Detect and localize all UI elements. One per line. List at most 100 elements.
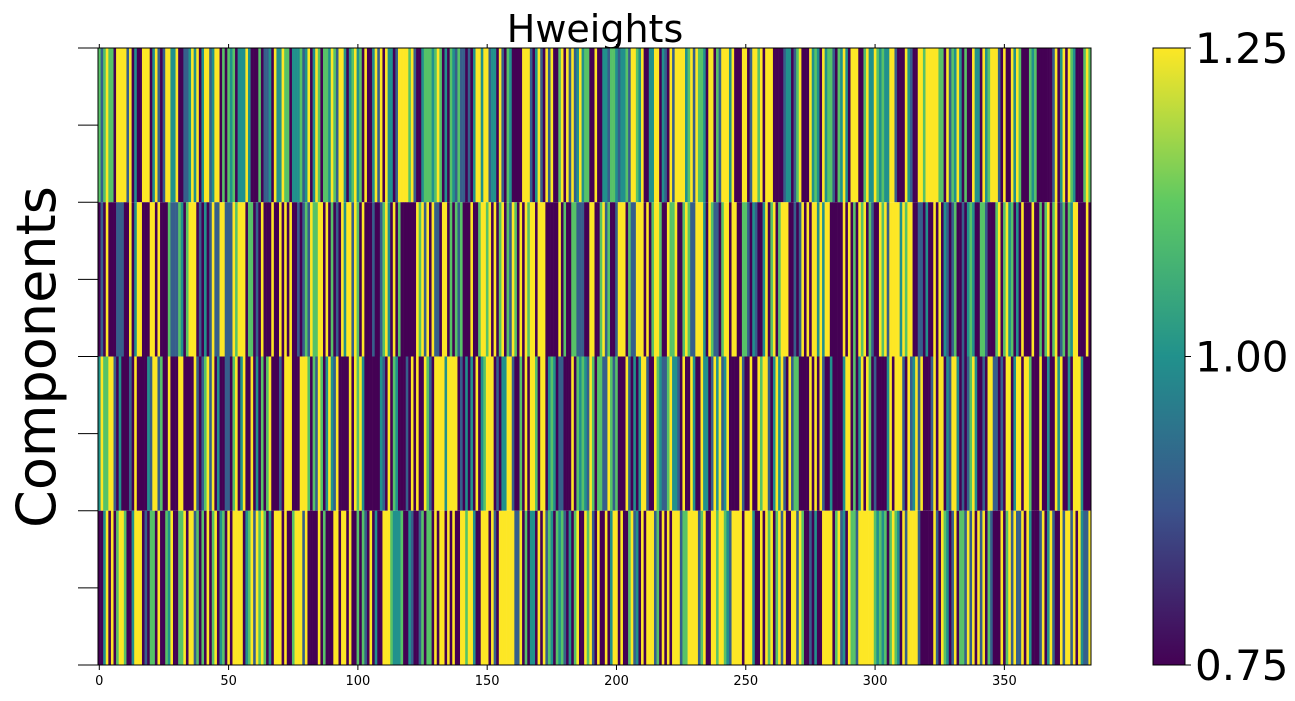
heatmap-cell bbox=[524, 356, 528, 511]
heatmap-cell bbox=[310, 202, 313, 357]
heatmap-cell bbox=[485, 202, 489, 357]
heatmap-cell bbox=[997, 48, 1001, 203]
heatmap-cell bbox=[421, 202, 425, 357]
heatmap-cell bbox=[113, 510, 117, 665]
heatmap-cell bbox=[930, 48, 934, 203]
heatmap-cell bbox=[749, 510, 753, 665]
heatmap-cell bbox=[222, 202, 226, 357]
heatmap-cell bbox=[462, 356, 466, 511]
heatmap-cell bbox=[837, 510, 841, 665]
heatmap-cell bbox=[328, 202, 332, 357]
heatmap-cell bbox=[1000, 202, 1004, 357]
heatmap-cell bbox=[126, 356, 130, 511]
heatmap-cell bbox=[509, 48, 513, 203]
heatmap-cell bbox=[506, 48, 510, 203]
heatmap-cell bbox=[452, 202, 456, 357]
heatmap-cell bbox=[403, 510, 407, 665]
heatmap-cell bbox=[972, 510, 975, 665]
heatmap-cell bbox=[447, 48, 450, 203]
heatmap-cell bbox=[266, 356, 269, 511]
heatmap-cell bbox=[121, 356, 125, 511]
heatmap-cell bbox=[610, 202, 613, 357]
heatmap-cell bbox=[426, 510, 430, 665]
heatmap-cell bbox=[659, 356, 663, 511]
heatmap-cell bbox=[540, 48, 544, 203]
heatmap-cell bbox=[408, 48, 412, 203]
heatmap-cell bbox=[170, 356, 174, 511]
heatmap-cell bbox=[1057, 48, 1061, 203]
heatmap-cell bbox=[785, 356, 789, 511]
heatmap-cell bbox=[597, 202, 600, 357]
heatmap-cell bbox=[431, 510, 435, 665]
heatmap-cell bbox=[460, 48, 463, 203]
heatmap-cell bbox=[1016, 356, 1019, 511]
heatmap-cell bbox=[444, 202, 448, 357]
heatmap-cell bbox=[705, 48, 709, 203]
heatmap-cell bbox=[354, 510, 357, 665]
heatmap-cell bbox=[661, 202, 665, 357]
heatmap-cell bbox=[997, 356, 1001, 511]
x-tick-label: 100 bbox=[345, 674, 370, 689]
heatmap-cell bbox=[268, 356, 272, 511]
heatmap-cell bbox=[584, 48, 588, 203]
heatmap-cell bbox=[995, 48, 999, 203]
heatmap-cell bbox=[139, 510, 143, 665]
heatmap-cell bbox=[204, 510, 207, 665]
heatmap-cell bbox=[690, 48, 694, 203]
heatmap-cell bbox=[98, 48, 101, 203]
heatmap-cell bbox=[827, 48, 831, 203]
heatmap-cell bbox=[602, 510, 606, 665]
heatmap-cell bbox=[1041, 356, 1045, 511]
heatmap-cell bbox=[803, 510, 807, 665]
heatmap-cell bbox=[995, 510, 999, 665]
heatmap-cell bbox=[915, 510, 919, 665]
heatmap-cell bbox=[467, 356, 471, 511]
heatmap-cell bbox=[741, 510, 745, 665]
heatmap-cell bbox=[139, 202, 143, 357]
heatmap-cell bbox=[837, 356, 841, 511]
heatmap-cell bbox=[760, 356, 763, 511]
heatmap-cell bbox=[982, 48, 986, 203]
heatmap-cell bbox=[154, 48, 158, 203]
heatmap-cell bbox=[328, 510, 332, 665]
heatmap-cell bbox=[240, 202, 244, 357]
heatmap-cell bbox=[444, 356, 448, 511]
heatmap-cell bbox=[250, 202, 254, 357]
heatmap-cell bbox=[390, 202, 394, 357]
heatmap-cell bbox=[933, 202, 937, 357]
heatmap-cell bbox=[1005, 202, 1009, 357]
heatmap-cell bbox=[997, 510, 1001, 665]
heatmap-cell bbox=[172, 202, 176, 357]
heatmap-cell bbox=[452, 510, 456, 665]
heatmap-cell bbox=[894, 356, 898, 511]
heatmap-cell bbox=[607, 48, 611, 203]
heatmap-cell bbox=[214, 202, 218, 357]
heatmap-cell bbox=[516, 356, 520, 511]
heatmap-cell bbox=[206, 356, 210, 511]
heatmap-cell bbox=[294, 48, 298, 203]
heatmap-cell bbox=[180, 48, 184, 203]
heatmap-cell bbox=[930, 510, 934, 665]
heatmap-cell bbox=[814, 202, 818, 357]
heatmap-cell bbox=[969, 48, 973, 203]
heatmap-cell bbox=[785, 510, 789, 665]
heatmap-cell bbox=[902, 48, 906, 203]
heatmap-cell bbox=[348, 48, 352, 203]
heatmap-cell bbox=[1008, 48, 1012, 203]
heatmap-cell bbox=[666, 48, 670, 203]
heatmap-cell bbox=[819, 48, 823, 203]
heatmap-cell bbox=[506, 202, 510, 357]
heatmap-cell bbox=[656, 48, 660, 203]
heatmap-cell bbox=[765, 510, 769, 665]
heatmap-cell bbox=[312, 202, 316, 357]
heatmap-cell bbox=[979, 48, 983, 203]
heatmap-cell bbox=[136, 48, 140, 203]
heatmap-cell bbox=[377, 202, 381, 357]
heatmap-cell bbox=[258, 510, 262, 665]
heatmap-cell bbox=[390, 48, 394, 203]
heatmap-cell bbox=[198, 356, 202, 511]
heatmap-cell bbox=[586, 48, 590, 203]
heatmap-cell bbox=[514, 510, 518, 665]
heatmap-cell bbox=[392, 356, 396, 511]
